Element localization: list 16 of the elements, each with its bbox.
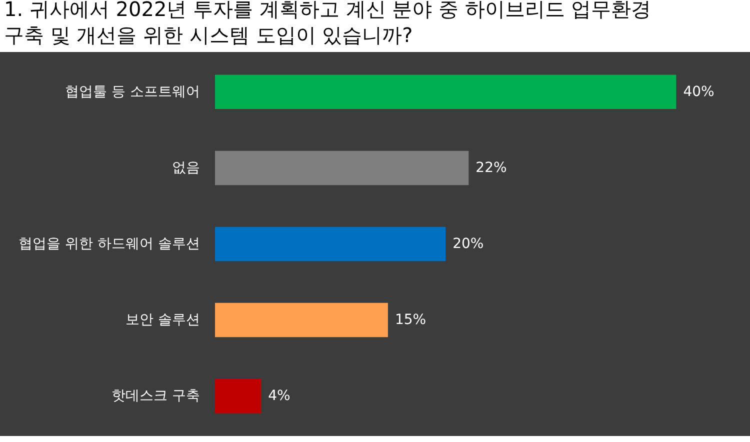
y-tick-label: 없음 xyxy=(172,160,200,176)
bar xyxy=(215,302,388,338)
data-label: 20% xyxy=(452,236,484,252)
y-tick-label: 핫데스크 구축 xyxy=(112,388,200,404)
data-label: 4% xyxy=(268,388,290,404)
bar xyxy=(215,226,446,262)
y-tick-label: 협업을 위한 하드웨어 솔루션 xyxy=(18,236,200,252)
data-label: 22% xyxy=(476,160,507,176)
bar xyxy=(215,378,262,414)
data-label: 15% xyxy=(394,312,426,328)
bar xyxy=(215,74,676,110)
chart-title: 1. 귀사에서 2022년 투자를 계획하고 계신 분야 중 하이브리드 업무환경 구축 및 개선을 위한 시스템 도입이 있습니까? xyxy=(4,0,652,47)
y-tick-label: 협업툴 등 소프트웨어 xyxy=(65,84,200,100)
y-tick-label: 보안 솔루션 xyxy=(126,312,200,328)
data-label: 40% xyxy=(683,84,714,100)
bar xyxy=(215,150,469,186)
